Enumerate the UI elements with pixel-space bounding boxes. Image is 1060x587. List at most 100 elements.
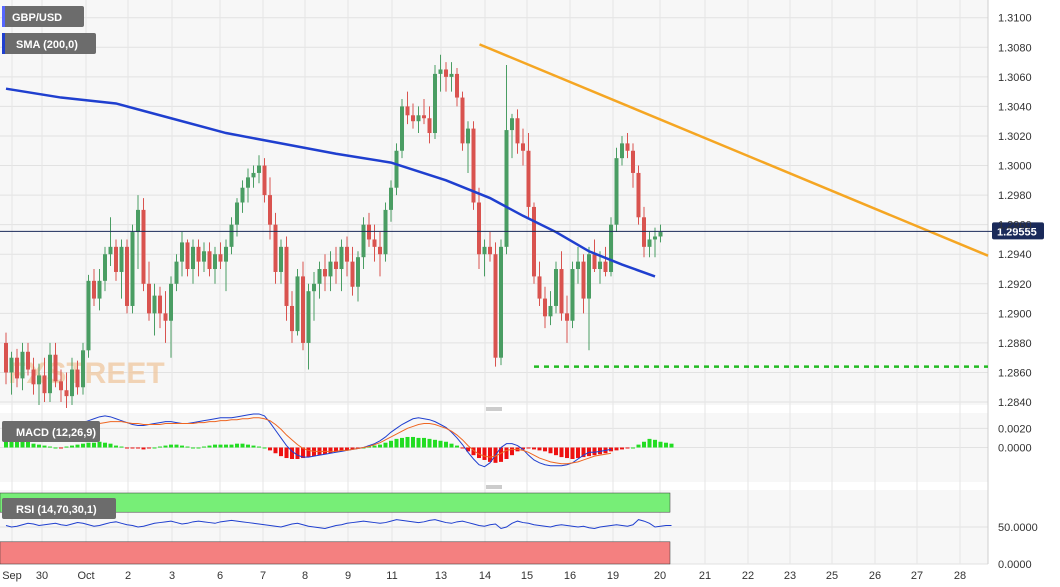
macd-histogram-bar — [477, 447, 481, 459]
macd-histogram-bar — [565, 447, 569, 459]
macd-histogram-bar — [488, 447, 492, 462]
candle-body — [290, 305, 294, 332]
x-tick-label: 15 — [521, 570, 533, 582]
macd-histogram-bar — [345, 447, 349, 451]
macd-tick-label: 0.0000 — [998, 443, 1032, 455]
macd-histogram-bar — [658, 441, 663, 448]
rsi-tick-label: 0.0000 — [998, 559, 1032, 571]
macd-histogram-bar — [279, 447, 283, 457]
candle-body — [471, 128, 476, 203]
macd-histogram-bar — [460, 447, 465, 449]
candle-body — [488, 246, 492, 255]
macd-histogram-bar — [653, 439, 657, 448]
macd-histogram-bar — [636, 444, 641, 448]
macd-histogram-bar — [20, 440, 25, 448]
macd-histogram-bar — [86, 442, 91, 448]
macd-histogram-bar — [664, 442, 668, 448]
macd-histogram-bar — [81, 443, 85, 448]
symbol-tag[interactable]: GBP/USD — [2, 6, 84, 27]
candle-body — [37, 375, 41, 385]
candle-body — [207, 251, 212, 270]
candle-body — [279, 246, 283, 272]
macd-histogram-bar — [631, 447, 635, 449]
macd-histogram-bar — [422, 437, 426, 448]
candle-body — [526, 150, 531, 207]
macd-histogram-bar — [31, 443, 36, 448]
macd-histogram-bar — [15, 439, 19, 448]
candle-body — [97, 280, 102, 299]
candle-body — [603, 261, 608, 272]
symbol-label: GBP/USD — [12, 12, 62, 24]
sma-tag[interactable]: SMA (200,0) — [2, 33, 96, 54]
candle-body — [510, 118, 514, 131]
x-tick-label: 19 — [607, 570, 619, 582]
macd-label: MACD (12,26,9) — [16, 427, 96, 439]
candle-body — [20, 351, 25, 379]
macd-tag[interactable]: MACD (12,26,9) — [2, 421, 100, 442]
candle-body — [433, 73, 437, 134]
candle-body — [383, 209, 388, 255]
candle-body — [521, 143, 525, 151]
candle-body — [273, 224, 278, 272]
x-tick-label: Sep — [2, 570, 22, 582]
macd-histogram-bar — [592, 447, 597, 456]
candle-body — [70, 369, 74, 397]
candle-body — [438, 69, 443, 74]
resize-handle-rsi[interactable] — [486, 485, 502, 489]
macd-histogram-bar — [185, 446, 190, 448]
candle-body — [218, 254, 223, 262]
candle-body — [191, 246, 195, 270]
candle-body — [543, 298, 547, 317]
candle-body — [130, 232, 135, 306]
candle-body — [647, 239, 652, 247]
x-tick-label: 16 — [564, 570, 576, 582]
x-axis: Sep 30 Oct 2 3 6 7 8 9 11 13 14 15 16 19 20 21 22 23 25 26 27… — [2, 570, 966, 582]
macd-histogram-bar — [290, 447, 294, 459]
x-tick-label: 22 — [742, 570, 754, 582]
candle-body — [499, 246, 503, 358]
macd-histogram-bar — [224, 444, 228, 448]
macd-histogram-bar — [141, 447, 146, 450]
macd-histogram-bar — [378, 444, 382, 448]
candle-body — [389, 187, 393, 210]
macd-histogram-bar — [394, 438, 399, 448]
resistance-trendline[interactable] — [479, 43, 989, 257]
candle-body — [400, 106, 404, 151]
x-tick-label: 2 — [125, 570, 131, 582]
price-tick-label: 1.3020 — [998, 131, 1032, 143]
macd-histogram-bar — [449, 443, 454, 448]
candle-body — [515, 118, 520, 144]
macd-histogram-bar — [554, 447, 558, 456]
price-tick-label: 1.2880 — [998, 338, 1032, 350]
candle-body — [246, 177, 250, 188]
macd-histogram-bar — [334, 447, 338, 453]
price-tick-label: 1.3100 — [998, 13, 1032, 25]
macd-histogram-bar — [405, 436, 410, 448]
macd-histogram-bar — [130, 447, 135, 449]
macd-histogram-bar — [521, 447, 525, 450]
rsi-tag[interactable]: RSI (14,70,30,1) — [2, 498, 116, 519]
candle-body — [31, 369, 36, 385]
current-price-value: 1.29555 — [997, 226, 1037, 238]
candle-body — [163, 313, 168, 321]
macd-histogram-bar — [438, 440, 443, 448]
candle-body — [15, 357, 19, 379]
candle-body — [356, 257, 360, 287]
candle-body — [361, 224, 366, 258]
macd-histogram-bar — [295, 447, 300, 459]
macd-histogram-bar — [268, 447, 272, 451]
candle-body — [328, 261, 333, 277]
macd-histogram-bar — [339, 447, 344, 452]
candle-body — [317, 269, 322, 284]
macd-histogram-bar — [196, 447, 201, 449]
macd-histogram-bar — [620, 447, 624, 450]
macd-histogram-bar — [163, 445, 168, 448]
x-tick-label: 9 — [345, 570, 351, 582]
x-tick-label: 25 — [826, 570, 838, 582]
resize-handle-macd[interactable] — [486, 407, 502, 411]
candle-body — [169, 283, 173, 321]
candle-body — [81, 350, 85, 388]
x-tick-label: 7 — [260, 570, 266, 582]
candle-body — [466, 128, 470, 144]
